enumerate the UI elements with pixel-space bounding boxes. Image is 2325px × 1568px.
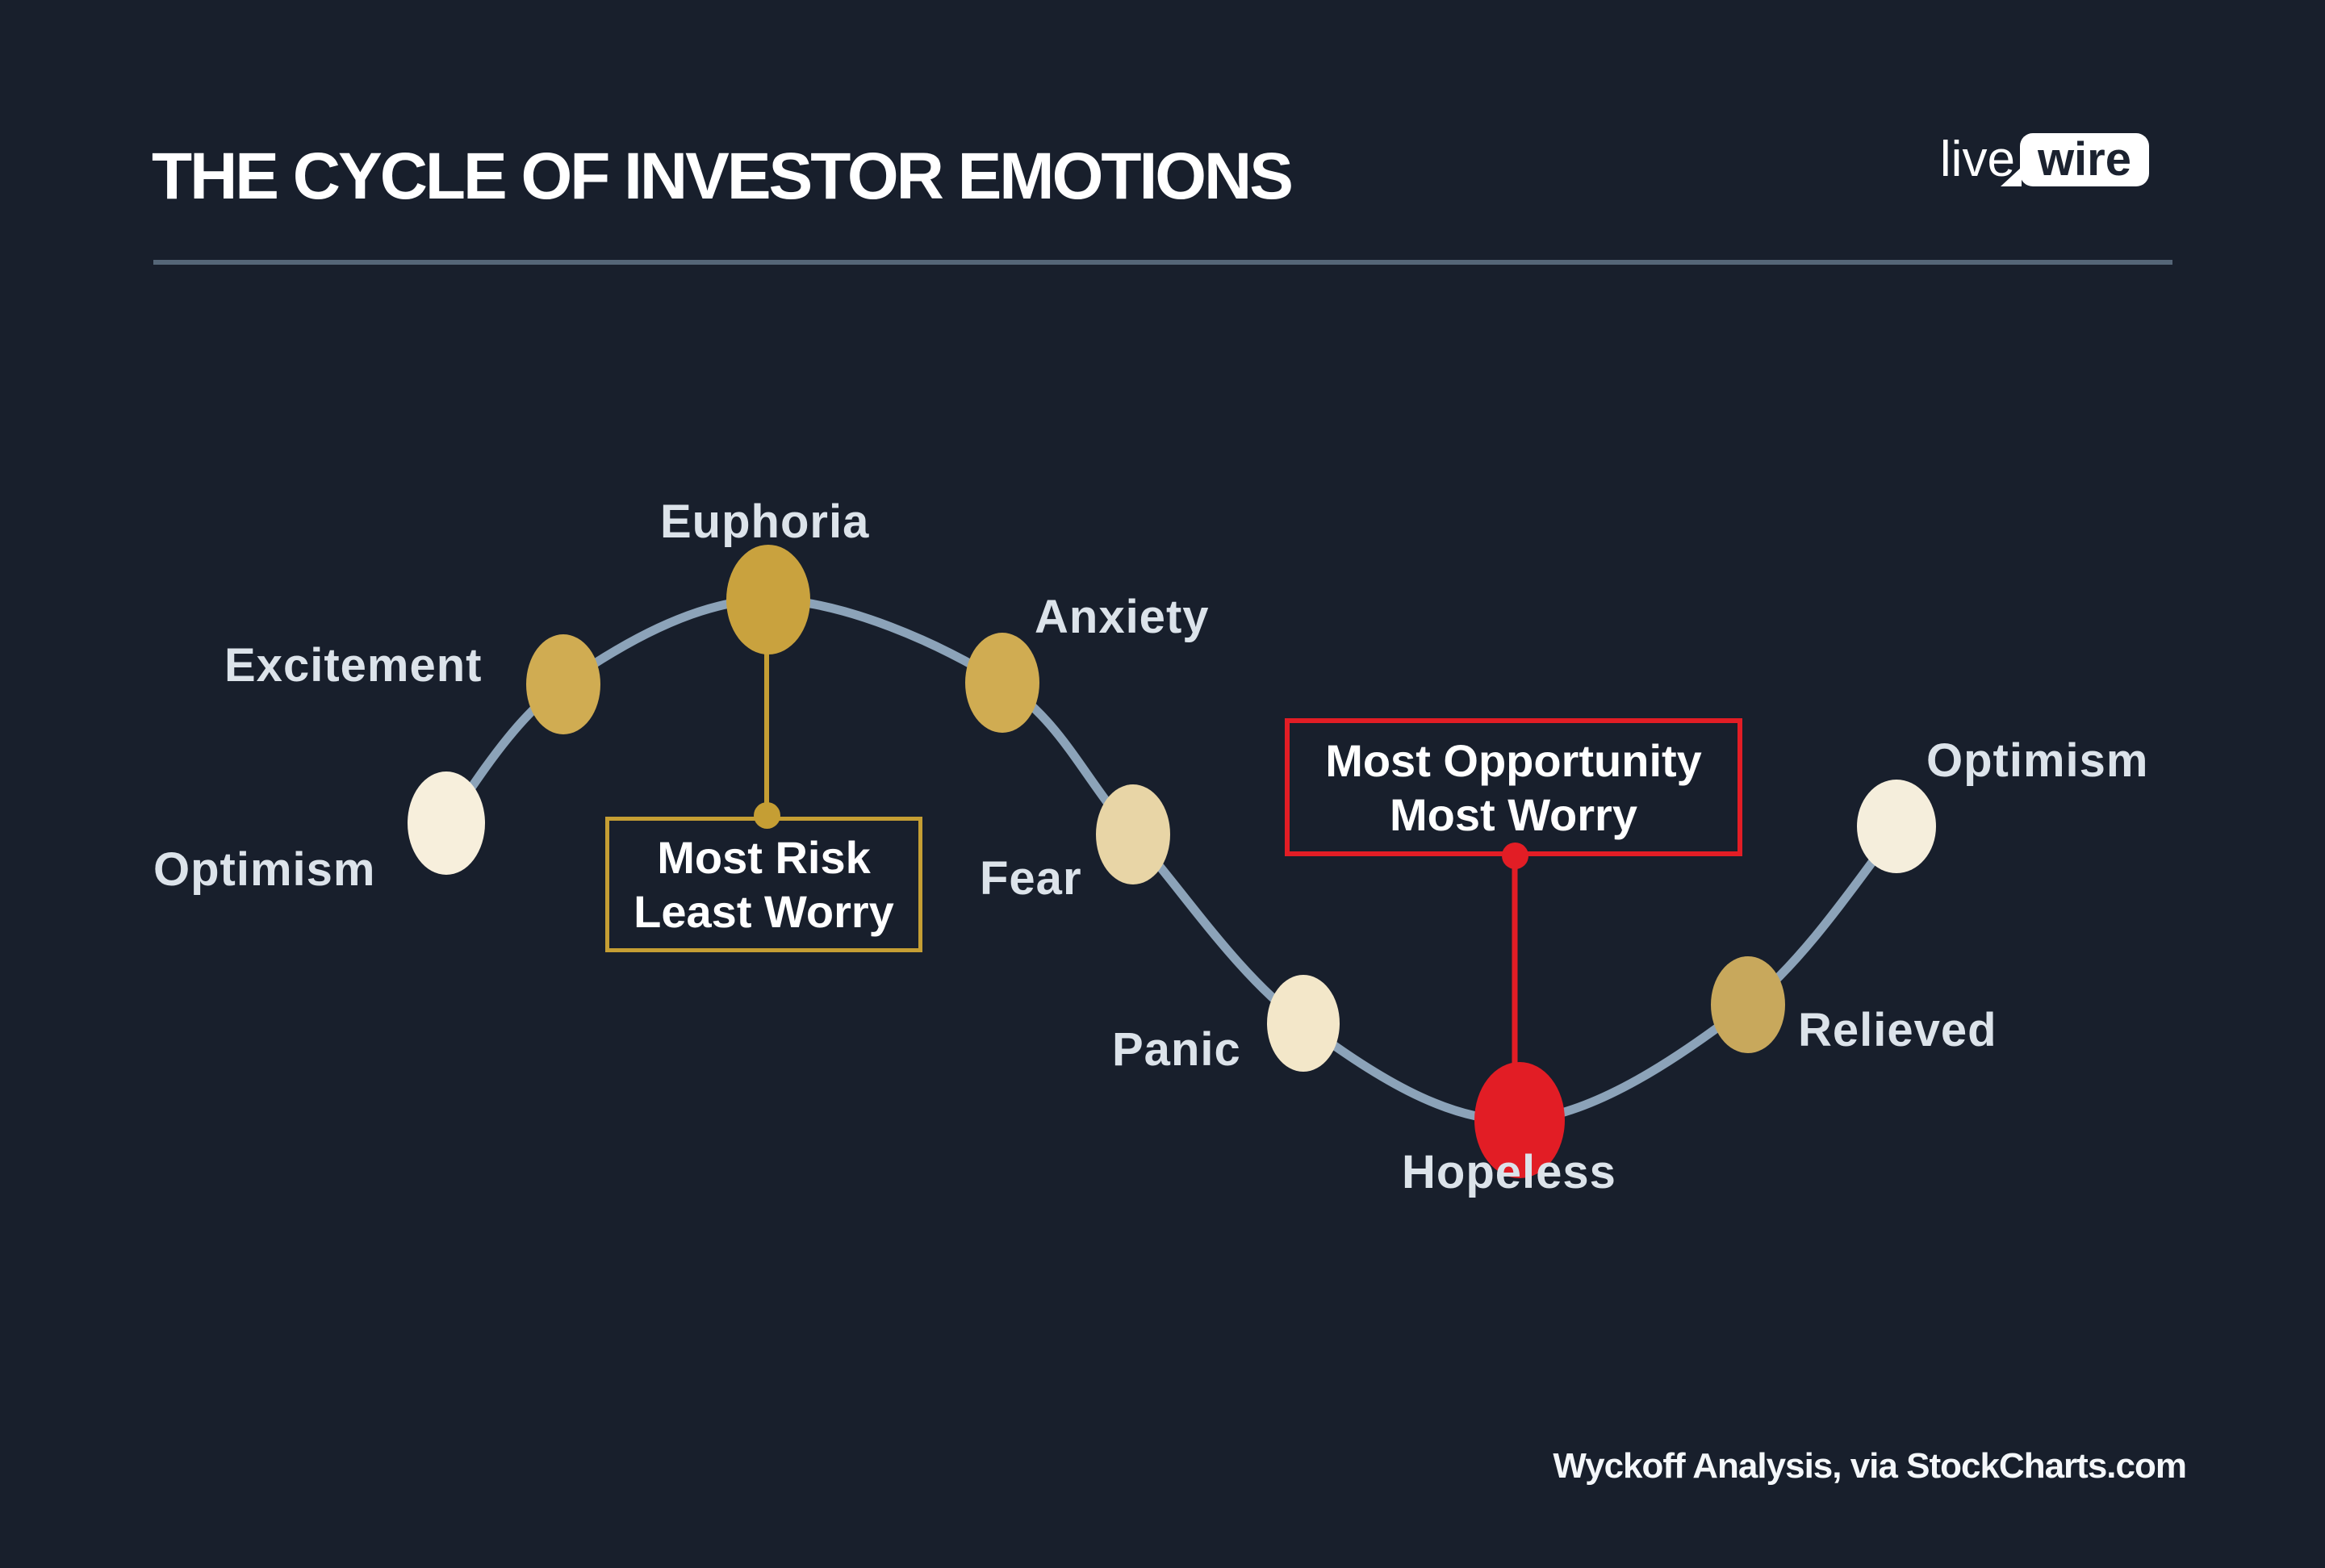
stage-label-anxiety: Anxiety xyxy=(1035,591,1210,643)
header-divider xyxy=(153,260,2172,265)
source-credit: Wyckoff Analysis, via StockCharts.com xyxy=(1553,1446,2187,1486)
stage-dot-panic xyxy=(1267,975,1340,1072)
opportunity-annotation-line2: Most Worry xyxy=(1390,788,1637,840)
livewire-logo: live wire xyxy=(1940,132,2149,188)
stage-label-excitement: Excitement xyxy=(224,639,483,692)
stage-label-panic: Panic xyxy=(1112,1023,1241,1076)
stage-label-optimism-start: Optimism xyxy=(153,843,376,896)
stage-label-relieved: Relieved xyxy=(1798,1004,1997,1056)
logo-wire-bubble: wire xyxy=(2000,133,2149,186)
risk-annotation-line1: Most Risk xyxy=(657,832,871,883)
risk-annotation-line2: Least Worry xyxy=(634,886,894,937)
risk-annotation-box: Most Risk Least Worry xyxy=(605,817,922,952)
stage-dot-excitement xyxy=(526,634,600,734)
stage-dot-fear xyxy=(1096,784,1170,884)
stage-dot-hopeless xyxy=(1474,1062,1565,1178)
stage-label-hopeless: Hopeless xyxy=(1402,1146,1616,1198)
opportunity-annotation-line1: Most Opportunity xyxy=(1325,734,1702,786)
risk-connector-dot xyxy=(754,802,780,829)
opportunity-connector-dot xyxy=(1502,843,1528,869)
opportunity-annotation-box: Most Opportunity Most Worry xyxy=(1285,718,1742,856)
speech-bubble-tail-icon xyxy=(2000,167,2022,186)
stage-label-optimism-end: Optimism xyxy=(1926,734,2149,787)
stage-dot-optimism-end xyxy=(1857,780,1936,873)
stage-label-euphoria: Euphoria xyxy=(660,495,870,548)
stage-dot-optimism-start xyxy=(408,771,485,875)
logo-wire-text: wire xyxy=(2037,133,2131,186)
stage-dot-anxiety xyxy=(965,633,1039,733)
stage-dot-relieved xyxy=(1711,956,1785,1053)
stage-label-fear: Fear xyxy=(980,852,1082,905)
stage-dot-euphoria xyxy=(726,545,810,654)
page-title: THE CYCLE OF INVESTOR EMOTIONS xyxy=(152,140,1294,213)
